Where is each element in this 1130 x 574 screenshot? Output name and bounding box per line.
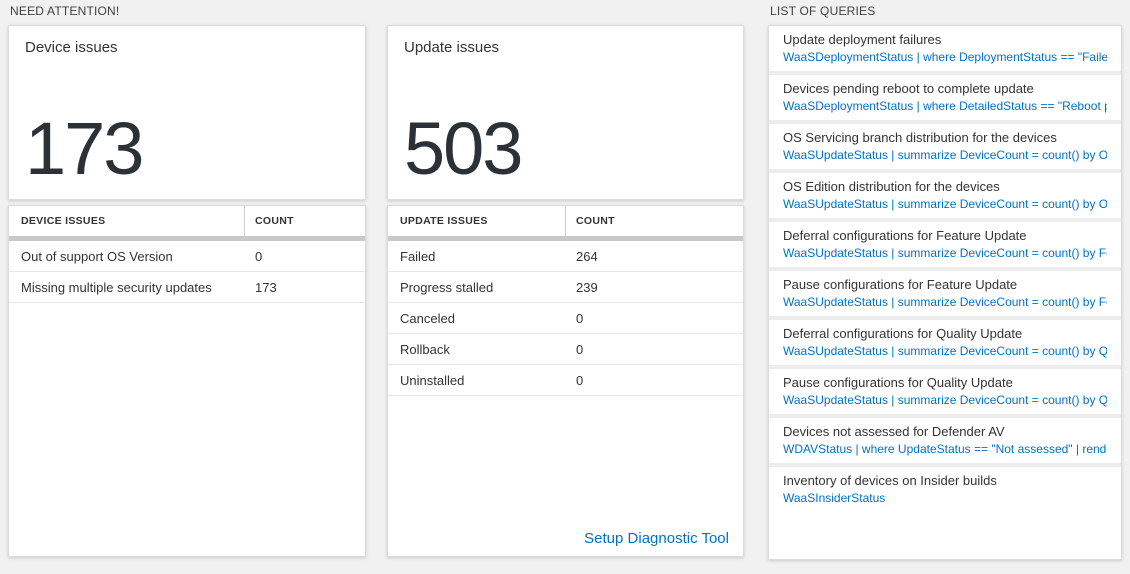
query-title: Devices pending reboot to complete updat… xyxy=(783,81,1034,96)
query-text-link[interactable]: WaaSUpdateStatus | summarize DeviceCount… xyxy=(783,295,1107,309)
table-separator-bar xyxy=(9,236,365,241)
device-issues-title: Device issues xyxy=(25,39,118,56)
table-row[interactable]: Out of support OS Version 0 xyxy=(9,241,365,272)
query-title: Devices not assessed for Defender AV xyxy=(783,424,1005,439)
issue-label: Rollback xyxy=(400,341,450,357)
update-issues-tile[interactable]: Update issues 503 xyxy=(387,25,744,200)
query-text-link[interactable]: WaaSUpdateStatus | summarize DeviceCount… xyxy=(783,393,1107,407)
query-text-link[interactable]: WaaSUpdateStatus | summarize DeviceCount… xyxy=(783,344,1107,358)
query-text-link[interactable]: WaaSUpdateStatus | summarize DeviceCount… xyxy=(783,246,1107,260)
update-issues-title: Update issues xyxy=(404,39,500,56)
issue-label: Missing multiple security updates xyxy=(21,279,212,295)
query-item[interactable]: Deferral configurations for Feature Upda… xyxy=(769,222,1121,271)
issue-count: 173 xyxy=(255,279,277,295)
column-header-count: COUNT xyxy=(244,206,365,236)
query-item[interactable]: OS Edition distribution for the devices … xyxy=(769,173,1121,222)
query-text-link[interactable]: WaaSUpdateStatus | summarize DeviceCount… xyxy=(783,148,1107,162)
issue-count: 0 xyxy=(576,310,584,326)
query-item[interactable]: OS Servicing branch distribution for the… xyxy=(769,124,1121,173)
query-text-link[interactable]: WaaSUpdateStatus | summarize DeviceCount… xyxy=(783,197,1107,211)
table-row[interactable]: Canceled 0 xyxy=(388,303,743,334)
query-text-link[interactable]: WaaSDeploymentStatus | where DetailedSta… xyxy=(783,99,1107,113)
issue-count: 264 xyxy=(576,248,598,264)
query-item[interactable]: Inventory of devices on Insider builds W… xyxy=(769,467,1121,512)
issue-label: Uninstalled xyxy=(400,372,465,388)
issue-count: 0 xyxy=(255,248,263,264)
query-text-link[interactable]: WDAVStatus | where UpdateStatus == "Not … xyxy=(783,442,1107,456)
issue-label: Out of support OS Version xyxy=(21,248,173,264)
query-title: Pause configurations for Feature Update xyxy=(783,277,1018,292)
column-header-count: COUNT xyxy=(565,206,743,236)
table-row[interactable]: Failed 264 xyxy=(388,241,743,272)
table-row[interactable]: Missing multiple security updates 173 xyxy=(9,272,365,303)
query-title: Update deployment failures xyxy=(783,32,942,47)
need-attention-header: NEED ATTENTION! xyxy=(10,4,120,18)
query-item[interactable]: Update deployment failures WaaSDeploymen… xyxy=(769,26,1121,75)
query-item[interactable]: Devices not assessed for Defender AV WDA… xyxy=(769,418,1121,467)
list-of-queries-panel: Update deployment failures WaaSDeploymen… xyxy=(768,25,1122,560)
issue-count: 239 xyxy=(576,279,598,295)
device-issues-tile[interactable]: Device issues 173 xyxy=(8,25,366,200)
device-issues-table: DEVICE ISSUES COUNT Out of support OS Ve… xyxy=(8,205,366,557)
table-row[interactable]: Progress stalled 239 xyxy=(388,272,743,303)
column-header-device-issues: DEVICE ISSUES xyxy=(21,215,106,227)
query-item[interactable]: Pause configurations for Quality Update … xyxy=(769,369,1121,418)
device-issues-table-header: DEVICE ISSUES COUNT xyxy=(9,206,365,236)
issue-label: Canceled xyxy=(400,310,455,326)
query-item[interactable]: Pause configurations for Feature Update … xyxy=(769,271,1121,320)
update-issues-count: 503 xyxy=(404,107,523,190)
query-item[interactable]: Devices pending reboot to complete updat… xyxy=(769,75,1121,124)
setup-diagnostic-tool-link[interactable]: Setup Diagnostic Tool xyxy=(584,530,729,547)
table-row[interactable]: Rollback 0 xyxy=(388,334,743,365)
table-row[interactable]: Uninstalled 0 xyxy=(388,365,743,396)
query-title: Deferral configurations for Feature Upda… xyxy=(783,228,1027,243)
query-item[interactable]: Deferral configurations for Quality Upda… xyxy=(769,320,1121,369)
device-issues-count: 173 xyxy=(25,107,144,190)
issue-label: Failed xyxy=(400,248,436,264)
issue-count: 0 xyxy=(576,341,584,357)
query-title: Inventory of devices on Insider builds xyxy=(783,473,997,488)
table-separator-bar xyxy=(388,236,743,241)
query-title: Deferral configurations for Quality Upda… xyxy=(783,326,1023,341)
list-of-queries-header: LIST OF QUERIES xyxy=(770,4,876,18)
query-text-link[interactable]: WaaSInsiderStatus xyxy=(783,491,886,505)
update-issues-table: UPDATE ISSUES COUNT Failed 264 Progress … xyxy=(387,205,744,557)
issue-label: Progress stalled xyxy=(400,279,494,295)
query-title: Pause configurations for Quality Update xyxy=(783,375,1013,390)
update-issues-table-header: UPDATE ISSUES COUNT xyxy=(388,206,743,236)
column-header-update-issues: UPDATE ISSUES xyxy=(400,215,488,227)
issue-count: 0 xyxy=(576,372,584,388)
query-text-link[interactable]: WaaSDeploymentStatus | where DeploymentS… xyxy=(783,50,1107,64)
query-title: OS Servicing branch distribution for the… xyxy=(783,130,1057,145)
query-title: OS Edition distribution for the devices xyxy=(783,179,1000,194)
